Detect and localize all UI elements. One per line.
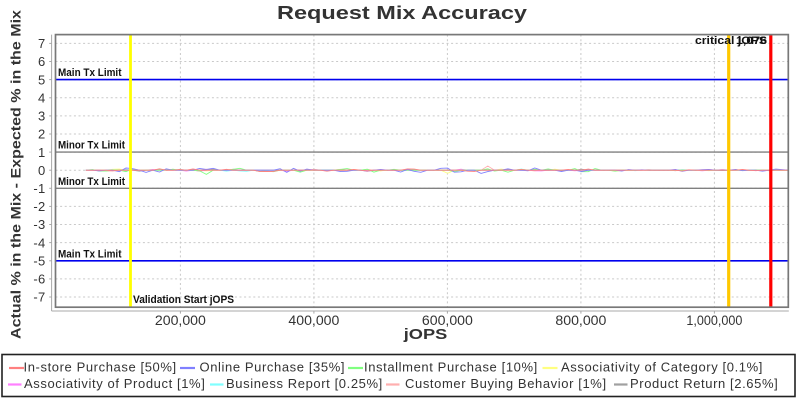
svg-text:7: 7 — [38, 36, 46, 51]
svg-text:Actual % in the Mix - Expected: Actual % in the Mix - Expected % in the … — [8, 10, 24, 339]
svg-text:Associativity of Product [1%]: Associativity of Product [1%] — [24, 376, 205, 391]
svg-text:jOPS: jOPS — [403, 326, 448, 343]
svg-text:200,000: 200,000 — [155, 313, 206, 328]
svg-text:4: 4 — [38, 91, 46, 106]
svg-text:800,000: 800,000 — [555, 313, 606, 328]
svg-text:-6: -6 — [33, 272, 45, 287]
svg-text:In-store Purchase [50%]: In-store Purchase [50%] — [24, 360, 177, 375]
svg-text:Validation Start jOPS: Validation Start jOPS — [133, 294, 234, 306]
svg-text:3: 3 — [38, 109, 46, 124]
svg-text:2: 2 — [38, 127, 46, 142]
svg-text:Customer Buying Behavior [1%]: Customer Buying Behavior [1%] — [405, 376, 607, 391]
svg-text:600,000: 600,000 — [422, 313, 473, 328]
svg-text:Minor Tx Limit: Minor Tx Limit — [58, 140, 125, 152]
svg-text:1,000,000: 1,000,000 — [686, 313, 742, 328]
svg-text:critical jOPS: critical jOPS — [695, 35, 767, 47]
svg-text:-7: -7 — [33, 290, 45, 305]
svg-text:400,000: 400,000 — [288, 313, 339, 328]
svg-text:-3: -3 — [33, 217, 45, 232]
svg-text:Installment Purchase [10%]: Installment Purchase [10%] — [364, 360, 538, 375]
svg-text:-5: -5 — [33, 253, 45, 268]
svg-text:5: 5 — [38, 72, 46, 87]
svg-text:Minor Tx Limit: Minor Tx Limit — [58, 176, 125, 188]
svg-text:Main Tx Limit: Main Tx Limit — [58, 67, 122, 79]
svg-text:0: 0 — [38, 163, 46, 178]
svg-text:Product Return [2.65%]: Product Return [2.65%] — [630, 376, 778, 391]
svg-text:6: 6 — [38, 54, 46, 69]
svg-text:Business Report [0.25%]: Business Report [0.25%] — [226, 376, 383, 391]
svg-text:-1: -1 — [33, 181, 45, 196]
svg-text:-2: -2 — [33, 199, 45, 214]
svg-text:1: 1 — [38, 145, 46, 160]
svg-text:Main Tx Limit: Main Tx Limit — [58, 248, 122, 260]
svg-text:-4: -4 — [33, 235, 45, 250]
svg-text:Request Mix Accuracy: Request Mix Accuracy — [277, 2, 528, 23]
svg-text:1,076: 1,076 — [736, 35, 767, 47]
svg-text:Associativity of Category [0.1: Associativity of Category [0.1%] — [561, 360, 763, 375]
svg-text:Online Purchase [35%]: Online Purchase [35%] — [200, 360, 346, 375]
